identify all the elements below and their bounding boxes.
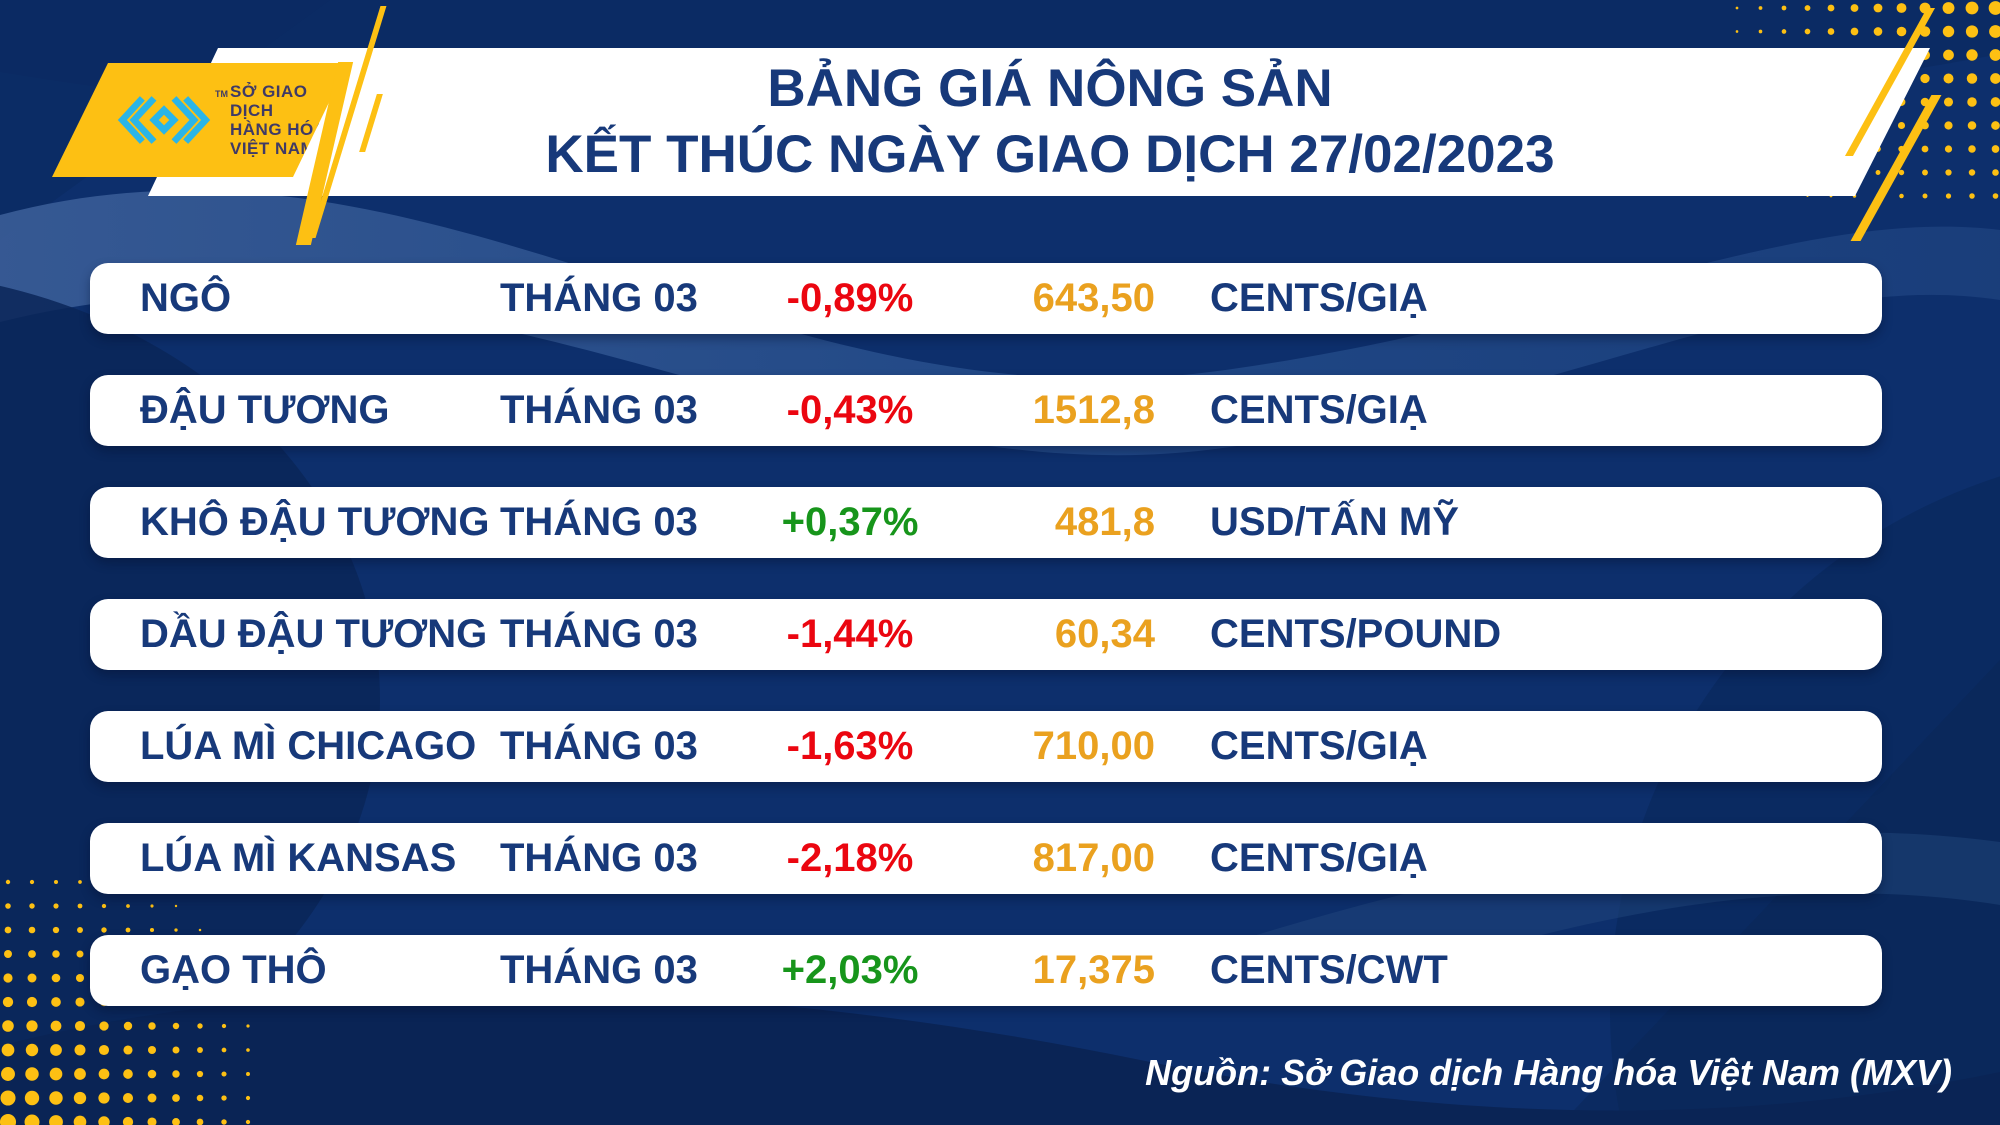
header-band bbox=[148, 48, 1930, 196]
price-value: 60,34 bbox=[1054, 612, 1155, 656]
change-value: -0,89% bbox=[786, 276, 914, 320]
mxv-logo: TM SỞ GIAO DỊCH HÀNG HÓA VIỆT NAM bbox=[52, 63, 348, 177]
change-value: -1,44% bbox=[786, 612, 914, 656]
change-value: +0,37% bbox=[781, 500, 919, 544]
contract-month: THÁNG 03 bbox=[500, 612, 698, 656]
unit-label: USD/TẤN MỸ bbox=[1210, 500, 1459, 544]
table-row: LÚA MÌ KANSAS THÁNG 03 -2,18% 817,00 CEN… bbox=[90, 823, 1882, 894]
table-row: KHÔ ĐẬU TƯƠNG THÁNG 03 +0,37% 481,8 USD/… bbox=[90, 487, 1882, 558]
unit-label: CENTS/CWT bbox=[1210, 948, 1448, 992]
price-value: 481,8 bbox=[1054, 500, 1155, 544]
price-value: 817,00 bbox=[1032, 836, 1155, 880]
contract-month: THÁNG 03 bbox=[500, 500, 698, 544]
title-line-2: KẾT THÚC NGÀY GIAO DỊCH 27/02/2023 bbox=[545, 125, 1555, 184]
page-title: BẢNG GIÁ NÔNG SẢN KẾT THÚC NGÀY GIAO DỊC… bbox=[400, 52, 1700, 192]
change-value: +2,03% bbox=[781, 948, 919, 992]
commodity-name: LÚA MÌ KANSAS bbox=[140, 836, 457, 880]
unit-label: CENTS/GIẠ bbox=[1210, 276, 1428, 320]
commodity-name: KHÔ ĐẬU TƯƠNG bbox=[140, 500, 490, 544]
table-row: GẠO THÔ THÁNG 03 +2,03% 17,375 CENTS/CWT bbox=[90, 935, 1882, 1006]
commodity-name: DẦU ĐẬU TƯƠNG bbox=[140, 612, 488, 656]
contract-month: THÁNG 03 bbox=[500, 276, 698, 320]
contract-month: THÁNG 03 bbox=[500, 388, 698, 432]
change-value: -1,63% bbox=[786, 724, 914, 768]
mxv-chevron-icon bbox=[117, 96, 211, 144]
commodity-name: ĐẬU TƯƠNG bbox=[140, 388, 390, 432]
unit-label: CENTS/GIẠ bbox=[1210, 836, 1428, 880]
price-value: 710,00 bbox=[1032, 724, 1155, 768]
table-row: DẦU ĐẬU TƯƠNG THÁNG 03 -1,44% 60,34 CENT… bbox=[90, 599, 1882, 670]
change-value: -0,43% bbox=[786, 388, 914, 432]
price-value: 643,50 bbox=[1032, 276, 1155, 320]
price-value: 1512,8 bbox=[1032, 388, 1155, 432]
commodity-name: GẠO THÔ bbox=[140, 948, 327, 992]
commodity-name: NGÔ bbox=[140, 276, 232, 320]
halftone-dots-top-right bbox=[1735, 1, 2000, 199]
unit-label: CENTS/POUND bbox=[1210, 612, 1502, 656]
table-row: LÚA MÌ CHICAGO THÁNG 03 -1,63% 710,00 CE… bbox=[90, 711, 1882, 782]
title-line-1: BẢNG GIÁ NÔNG SẢN bbox=[767, 59, 1333, 118]
price-value: 17,375 bbox=[1032, 948, 1155, 992]
commodity-name: LÚA MÌ CHICAGO bbox=[140, 724, 477, 768]
org-name: SỞ GIAO DỊCH HÀNG HÓA VIỆT NAM bbox=[230, 82, 327, 158]
source-credit: Nguồn: Sở Giao dịch Hàng hóa Việt Nam (M… bbox=[1145, 1052, 1952, 1093]
contract-month: THÁNG 03 bbox=[500, 724, 698, 768]
unit-label: CENTS/GIẠ bbox=[1210, 388, 1428, 432]
contract-month: THÁNG 03 bbox=[500, 948, 698, 992]
price-table: NGÔ THÁNG 03 -0,89% 643,50 CENTS/GIẠ ĐẬU… bbox=[90, 263, 1882, 1047]
table-row: NGÔ THÁNG 03 -0,89% 643,50 CENTS/GIẠ bbox=[90, 263, 1882, 334]
unit-label: CENTS/GIẠ bbox=[1210, 724, 1428, 768]
table-row: ĐẬU TƯƠNG THÁNG 03 -0,43% 1512,8 CENTS/G… bbox=[90, 375, 1882, 446]
change-value: -2,18% bbox=[786, 836, 914, 880]
contract-month: THÁNG 03 bbox=[500, 836, 698, 880]
trademark-symbol: TM bbox=[215, 89, 228, 99]
